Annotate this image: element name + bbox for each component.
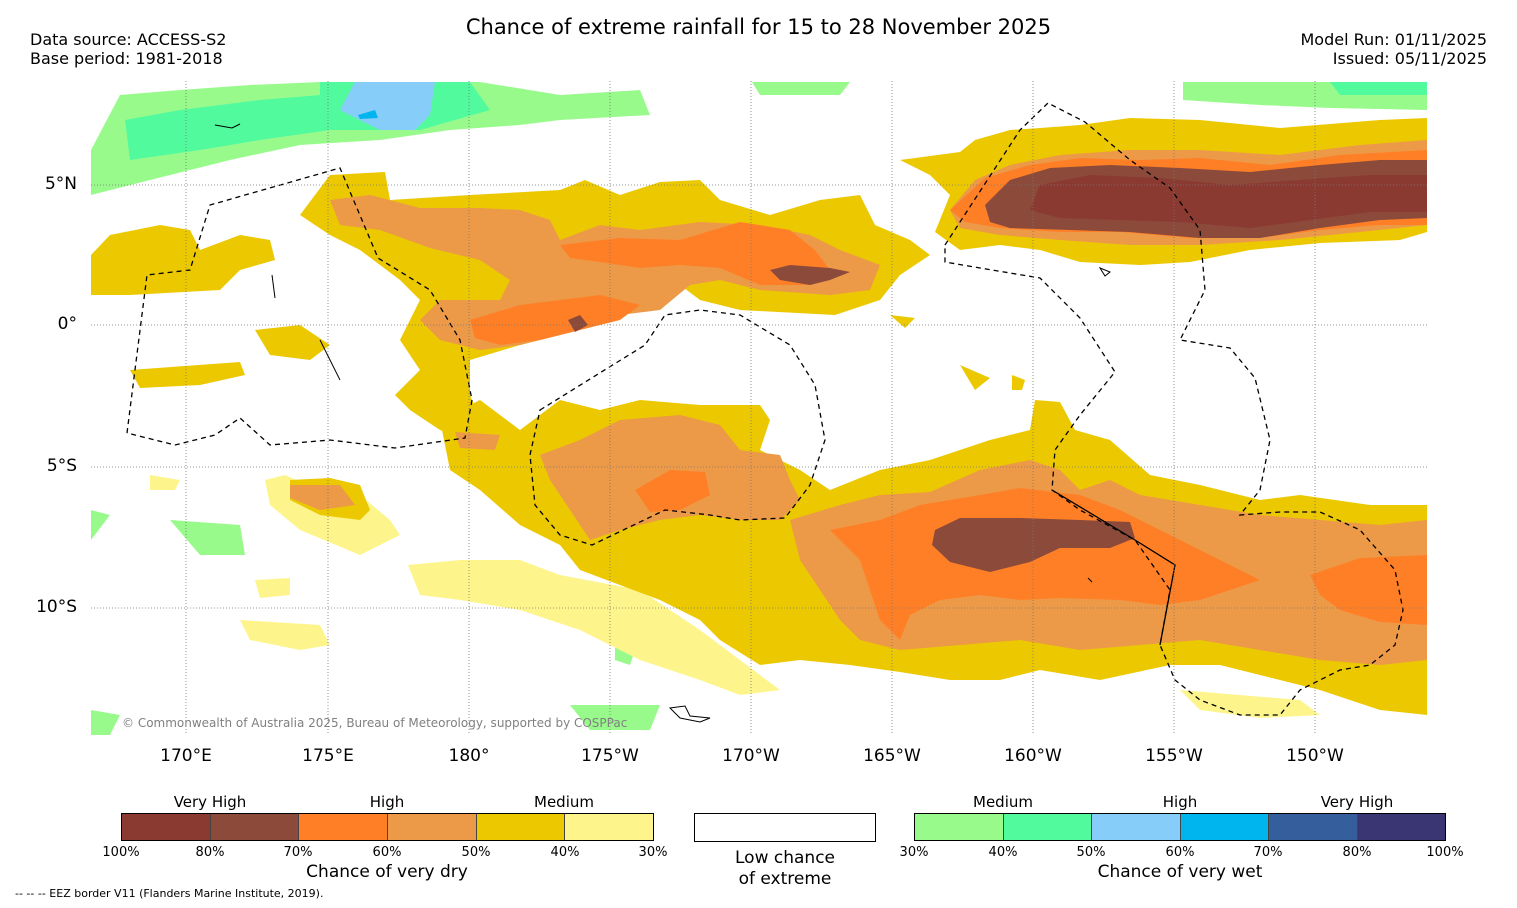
dry-tick-label: 100%: [102, 845, 140, 860]
wet-tick-label: 80%: [1342, 845, 1372, 860]
wet-tick-label: 40%: [988, 845, 1018, 860]
wet-medium-region: [91, 510, 660, 735]
dry-legend-title: Chance of very dry: [306, 862, 468, 882]
dry-tick-label: 60%: [372, 845, 402, 860]
island: [1098, 266, 1111, 277]
dry-medium-region: [130, 315, 1025, 390]
lat-label: 10°S: [36, 597, 77, 617]
lon-label: 180°: [448, 746, 490, 766]
dry-swatch: [122, 814, 210, 840]
eez-border: [126, 167, 473, 449]
dry-swatch: [475, 814, 565, 840]
wet-category-label: Medium: [973, 793, 1033, 811]
dry-tick-label: 30%: [638, 845, 668, 860]
lon-label: 170°E: [160, 746, 212, 766]
lon-label: 150°W: [1286, 746, 1344, 766]
wet-colorbar: [914, 813, 1446, 841]
low-chance-line: of extreme: [738, 869, 832, 889]
eez-border: [529, 309, 826, 546]
eez-borders: [126, 102, 1404, 716]
dry-high-region: [830, 488, 1260, 640]
issued-date: Issued: 05/11/2025: [1332, 49, 1487, 68]
data-source: Data source: ACCESS-S2: [30, 30, 227, 49]
wet-category-label: Very High: [1320, 793, 1394, 811]
dry-category-label: Very High: [173, 793, 247, 811]
lon-label: 175°E: [302, 746, 354, 766]
dry-swatch: [564, 814, 654, 840]
dry-very-high-region: [932, 518, 1135, 572]
lon-label: 175°W: [581, 746, 639, 766]
dry-swatch: [387, 814, 476, 840]
lat-label: 5°S: [46, 456, 77, 476]
dry-high-region: [635, 470, 710, 512]
dry-high-region: [1310, 555, 1427, 625]
lon-label: 170°W: [722, 746, 780, 766]
island: [271, 274, 276, 299]
dry-medium-high-region: [455, 432, 500, 450]
model-run: Model Run: 01/11/2025: [1300, 30, 1488, 49]
dry-extreme-region: [1030, 175, 1427, 228]
model-run-info: Model Run: 01/11/2025 Issued: 05/11/2025: [1301, 30, 1488, 68]
lat-label: 0°: [57, 314, 77, 334]
low-chance-line: Low chance: [735, 848, 835, 868]
dry-tick-label: 50%: [461, 845, 491, 860]
wet-tick-label: 70%: [1253, 845, 1283, 860]
dry-tick-label: 80%: [195, 845, 225, 860]
lon-label: 165°W: [863, 746, 921, 766]
dry-medium-high-region: [290, 485, 355, 510]
dry-medium-region: [91, 225, 275, 295]
wet-swatch: [1002, 814, 1091, 840]
island: [214, 123, 241, 129]
dry-very-high-region: [568, 315, 588, 332]
dry-colorbar: [121, 813, 654, 841]
island: [1087, 577, 1093, 583]
dry-swatch: [209, 814, 299, 840]
wet-swatch: [1091, 814, 1180, 840]
rainfall-shading: [91, 81, 1427, 735]
dry-tick-label: 40%: [550, 845, 580, 860]
low-chance-swatch: [694, 813, 876, 842]
wet-tick-label: 30%: [899, 845, 929, 860]
base-period: Base period: 1981-2018: [30, 49, 223, 68]
wet-medium-region: [752, 82, 850, 95]
dry-category-label: Medium: [534, 793, 594, 811]
wet-category-label: High: [1162, 793, 1198, 811]
wet-tick-label: 60%: [1165, 845, 1195, 860]
lon-label: 155°W: [1145, 746, 1203, 766]
wet-swatch: [1179, 814, 1268, 840]
dry-category-label: High: [369, 793, 405, 811]
dry-swatch: [298, 814, 388, 840]
wet-swatch: [1268, 814, 1357, 840]
lon-label: 160°W: [1004, 746, 1062, 766]
dry-very-high-region: [770, 265, 850, 285]
wet-tick-label: 100%: [1426, 845, 1464, 860]
wet-tick-label: 50%: [1076, 845, 1106, 860]
eez-border: [944, 102, 1404, 716]
island: [668, 705, 711, 723]
data-source-info: Data source: ACCESS-S2 Base period: 1981…: [30, 30, 226, 68]
wet-medium-high-region: [1330, 82, 1427, 95]
wet-swatch: [1356, 814, 1445, 840]
low-chance-label: Low chance of extreme: [694, 848, 876, 890]
island: [319, 339, 341, 381]
eez-legend-note: -- -- -- EEZ border V11 (Flanders Marine…: [15, 887, 324, 900]
copyright-notice: © Commonwealth of Australia 2025, Bureau…: [122, 716, 628, 730]
dry-tick-label: 70%: [283, 845, 313, 860]
boundary-line: [1051, 489, 1176, 646]
wet-very-high-region: [358, 110, 378, 119]
gridlines: [91, 81, 1427, 735]
lat-label: 5°N: [44, 174, 77, 194]
map-title: Chance of extreme rainfall for 15 to 28 …: [465, 15, 1052, 39]
dry-high-region: [560, 222, 830, 285]
wet-legend-title: Chance of very wet: [1097, 862, 1263, 882]
dry-low-region: [150, 475, 1320, 718]
dry-high-region: [470, 295, 640, 345]
islands: [214, 123, 1111, 723]
wet-swatch: [915, 814, 1003, 840]
